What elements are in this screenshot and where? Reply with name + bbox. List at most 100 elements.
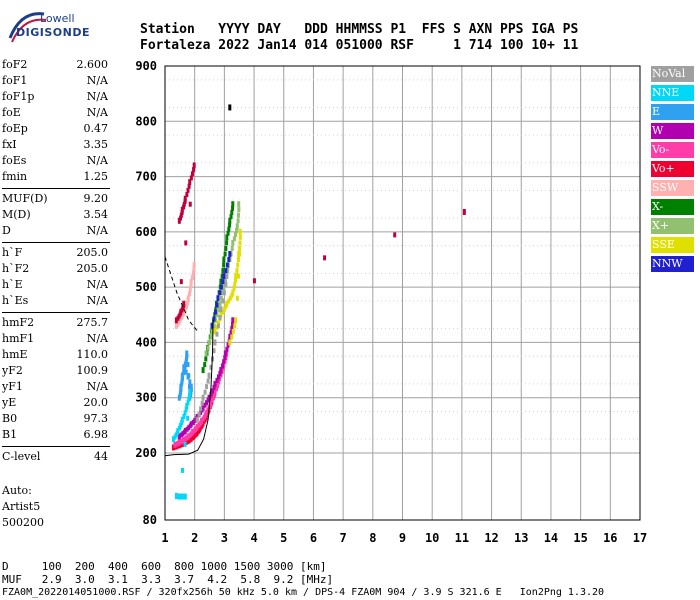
- x-tick-label: 7: [340, 531, 347, 545]
- echo-point: [238, 245, 242, 251]
- echo-point: [199, 406, 203, 412]
- echo-point: [185, 192, 189, 198]
- echo-point: [183, 427, 187, 434]
- param-value: 2.600: [76, 58, 109, 71]
- param-key: fmin: [2, 170, 28, 183]
- echo-point: [213, 309, 217, 315]
- echo-point: [234, 317, 238, 324]
- param-value: 44: [94, 450, 108, 463]
- echo-point: [228, 295, 232, 301]
- echo-point: [217, 379, 221, 385]
- echo-point: [230, 245, 234, 251]
- echo-point: [184, 406, 188, 412]
- echo-point: [179, 383, 183, 390]
- echo-point: [228, 217, 232, 224]
- param-row: hmF1 N/A: [2, 332, 108, 348]
- echo-point: [231, 289, 235, 296]
- echo-point: [225, 346, 229, 352]
- param-row: fmin 1.25: [2, 170, 108, 186]
- echo-point: [180, 206, 184, 213]
- echo-point: [221, 298, 225, 304]
- echo-point: [218, 315, 222, 321]
- legend-item: SSE: [651, 237, 694, 253]
- echo-point: [212, 348, 216, 354]
- echo-point: [226, 230, 230, 236]
- y-tick-label: 200: [135, 446, 157, 460]
- echo-point: [189, 383, 193, 390]
- param-value: 1.25: [83, 170, 109, 183]
- echo-point: [236, 218, 240, 224]
- echo-point: [229, 214, 233, 220]
- y-tick-label: 900: [135, 59, 157, 73]
- echo-point: [179, 212, 183, 218]
- auto-code: 500200: [2, 516, 44, 529]
- profile-curve: [164, 320, 214, 457]
- param-separator: [2, 446, 110, 447]
- legend-item: NNE: [651, 85, 694, 101]
- param-key: hmE: [2, 348, 28, 361]
- echo-point: [226, 342, 230, 348]
- echo-point: [210, 397, 214, 403]
- echo-point: [238, 228, 242, 235]
- plot-frame: [164, 65, 641, 521]
- echo-point: [190, 274, 194, 280]
- echo-point: [209, 364, 213, 370]
- echo-point: [216, 382, 220, 388]
- echo-point: [223, 355, 227, 361]
- echo-point: [187, 393, 191, 399]
- echo-point: [174, 317, 178, 324]
- echo-point: [182, 493, 186, 499]
- param-value: 275.7: [76, 316, 109, 329]
- param-value: 3.35: [83, 138, 109, 151]
- param-value: N/A: [86, 380, 108, 393]
- echo-point: [192, 167, 196, 173]
- echo-point: [189, 278, 193, 285]
- echo-point: [187, 183, 191, 189]
- echo-point: [204, 410, 208, 417]
- echo-point: [222, 284, 226, 291]
- param-key: hmF2: [2, 316, 35, 329]
- param-separator: [2, 188, 110, 189]
- echo-point: [183, 493, 187, 500]
- echo-point: [218, 371, 222, 377]
- echo-point: [206, 345, 210, 351]
- param-row: yF2 100.9: [2, 364, 108, 380]
- echo-point: [223, 251, 227, 257]
- param-row: fxI 3.35: [2, 138, 108, 154]
- echo-point: [230, 326, 234, 332]
- echo-point: [185, 356, 189, 362]
- echo-point: [215, 386, 219, 392]
- echo-point: [179, 215, 183, 221]
- echo-point: [183, 195, 187, 202]
- legend-item: SSW: [651, 180, 694, 196]
- echo-point: [223, 350, 227, 357]
- param-value: 20.0: [83, 396, 109, 409]
- echo-point: [195, 416, 199, 423]
- echo-point: [231, 321, 235, 327]
- echo-point: [189, 175, 193, 181]
- echo-point: [214, 306, 218, 312]
- param-value: N/A: [86, 90, 108, 103]
- x-tick-label: 12: [484, 531, 498, 545]
- echo-point: [212, 384, 216, 390]
- echo-point: [231, 201, 235, 208]
- legend-item: X-: [651, 199, 694, 215]
- legend-item: Vo+: [651, 161, 694, 177]
- echo-point: [185, 350, 189, 357]
- echo-point: [224, 268, 228, 274]
- echo-point: [228, 104, 232, 111]
- echo-point: [236, 212, 240, 218]
- echo-point: [227, 257, 231, 262]
- y-tick-label: 800: [135, 114, 157, 128]
- echo-point: [185, 403, 189, 410]
- echo-point: [177, 439, 181, 446]
- param-key: C-level: [2, 450, 41, 463]
- echo-point: [212, 323, 216, 329]
- param-row: foF1p N/A: [2, 90, 108, 106]
- x-tick-label: 5: [280, 531, 287, 545]
- echo-point: [227, 298, 231, 304]
- param-row: yF1 N/A: [2, 380, 108, 396]
- echo-point: [186, 187, 190, 193]
- echo-point: [215, 331, 219, 337]
- footer-file-info: FZA0M_2022014051000.RSF / 320fx256h 50 k…: [2, 587, 605, 598]
